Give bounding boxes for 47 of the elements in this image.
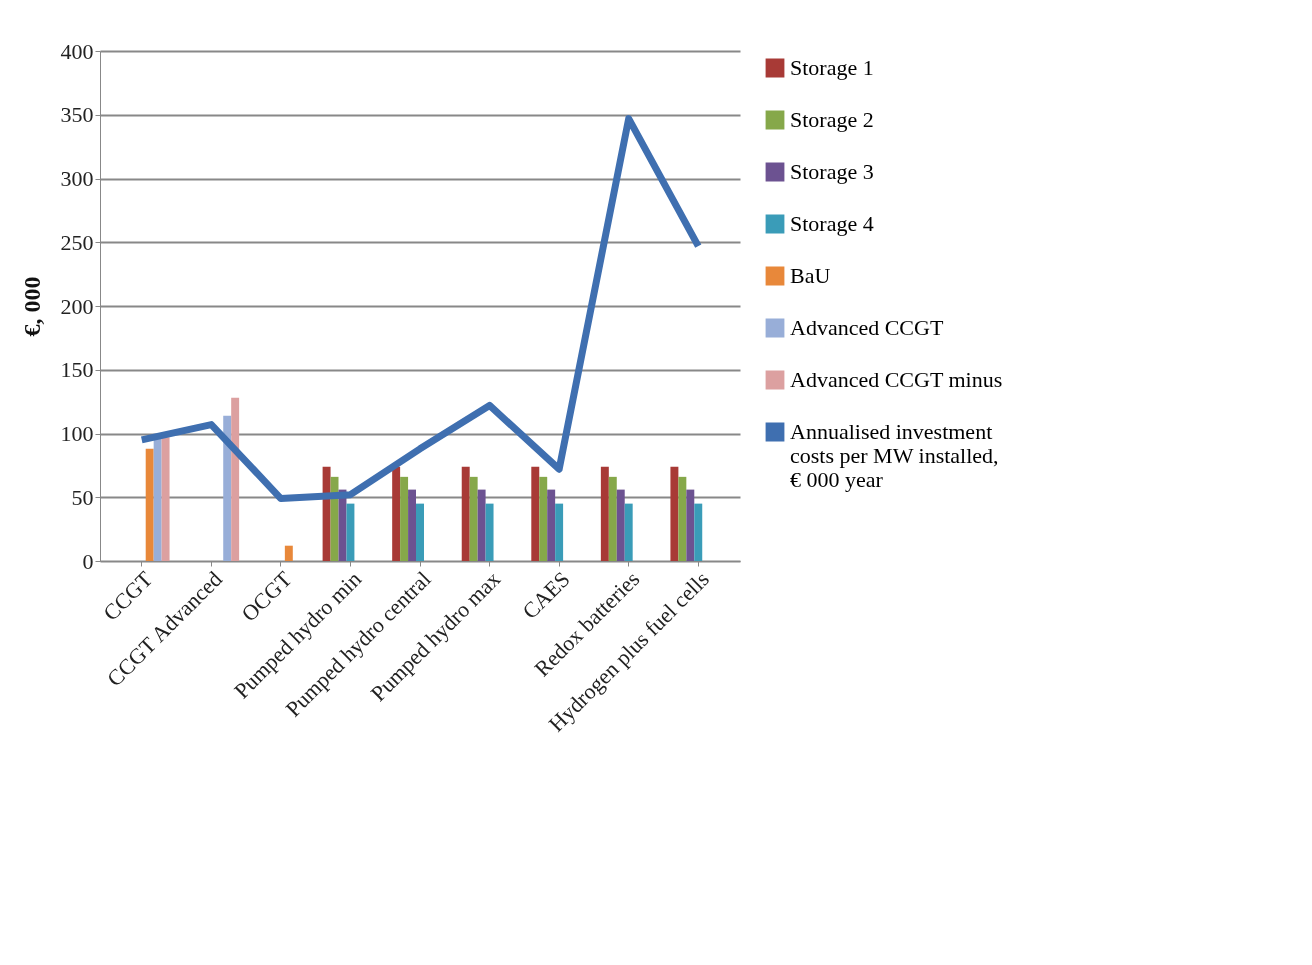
- bar: [469, 476, 478, 561]
- legend-label: Advanced CCGT minus: [790, 367, 1003, 392]
- bar: [600, 466, 609, 561]
- bar: [400, 476, 409, 561]
- legend-label: Storage 1: [790, 55, 874, 80]
- bar: [555, 503, 564, 561]
- bar: [408, 489, 417, 561]
- bar: [539, 476, 548, 561]
- bar: [485, 503, 494, 561]
- bar: [231, 397, 240, 561]
- bar: [608, 476, 617, 561]
- bar: [153, 438, 162, 561]
- y-tick-label: 0: [82, 548, 94, 574]
- y-tick-label: 300: [60, 166, 94, 191]
- bar: [223, 415, 232, 561]
- bar: [694, 503, 703, 561]
- bar: [322, 466, 331, 561]
- bar: [616, 489, 625, 561]
- y-axis-title: €, 000: [18, 276, 45, 337]
- bar: [547, 489, 556, 561]
- legend-label: Annualised investment costs per MW installed, € 000 year: [790, 419, 999, 492]
- bar: [477, 489, 486, 561]
- bar: [678, 476, 687, 561]
- legend-label: Advanced CCGT: [790, 315, 944, 340]
- bar: [284, 545, 293, 561]
- y-tick-label: 100: [60, 421, 94, 446]
- bar: [346, 503, 355, 561]
- bar: [416, 503, 424, 561]
- y-tick-label: 50: [71, 484, 94, 510]
- bar: [330, 476, 339, 561]
- y-tick-label: 250: [60, 229, 94, 255]
- legend-label: Storage 4: [790, 211, 874, 236]
- legend-label: Storage 2: [790, 107, 874, 132]
- y-tick-label: 350: [60, 102, 94, 128]
- legend-label: Storage 3: [790, 159, 874, 184]
- bar: [686, 489, 695, 561]
- bar: [670, 466, 679, 561]
- bar: [461, 466, 470, 561]
- bar: [531, 466, 540, 561]
- bar: [161, 437, 170, 561]
- y-tick-label: 400: [60, 38, 94, 64]
- y-tick-label: 150: [60, 357, 94, 383]
- y-tick-label: 200: [60, 293, 94, 319]
- bar: [145, 448, 154, 561]
- bar: [392, 466, 401, 561]
- legend-label: BaU: [790, 263, 831, 288]
- bar: [624, 503, 633, 561]
